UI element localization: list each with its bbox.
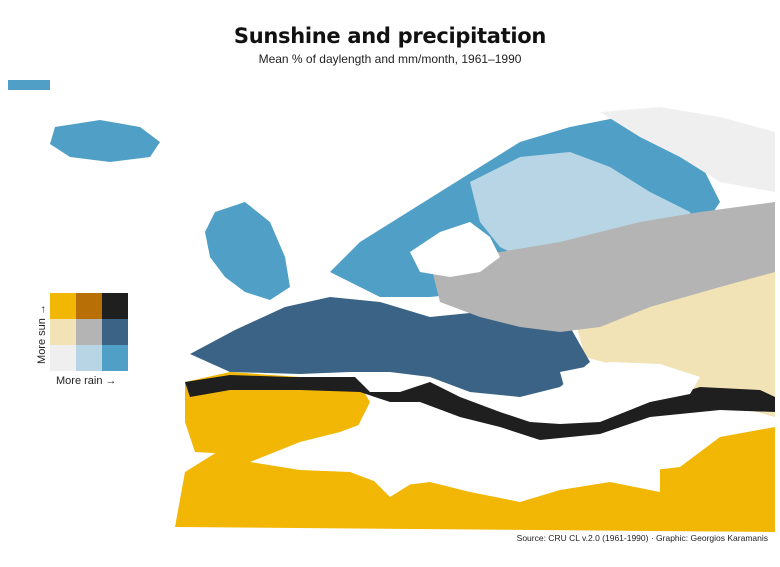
legend-cell (102, 345, 128, 371)
europe-bivariate-map (8, 80, 775, 532)
legend-cell (50, 319, 76, 345)
region-iceland (50, 120, 160, 162)
source-caption: Source: CRU CL v.2.0 (1961-1990) · Graph… (516, 533, 768, 543)
sea-baltic (410, 222, 500, 277)
legend-y-label: More sun → (36, 304, 48, 364)
legend-cell (76, 293, 102, 319)
sea-mediterranean (250, 412, 660, 502)
sea-black-sea (560, 362, 700, 402)
legend-cell (102, 319, 128, 345)
region-svalbard-fragment (8, 80, 50, 90)
legend-cell (76, 345, 102, 371)
legend-cell (102, 293, 128, 319)
map-subtitle: Mean % of daylength and mm/month, 1961–1… (258, 52, 522, 66)
region-western-europe (190, 297, 590, 397)
region-iberia (185, 372, 370, 457)
region-mediterranean-mountains (185, 375, 775, 440)
map-title: Sunshine and precipitation (233, 24, 547, 48)
legend-cell (50, 345, 76, 371)
bivariate-legend: More sun → More rain → (30, 290, 140, 390)
legend-cell (50, 293, 76, 319)
region-british-isles (205, 202, 290, 300)
legend-x-label: More rain → (56, 375, 117, 387)
legend-grid (50, 293, 128, 371)
region-east-europe (430, 202, 775, 332)
legend-cell (76, 319, 102, 345)
region-arctic (600, 107, 775, 192)
